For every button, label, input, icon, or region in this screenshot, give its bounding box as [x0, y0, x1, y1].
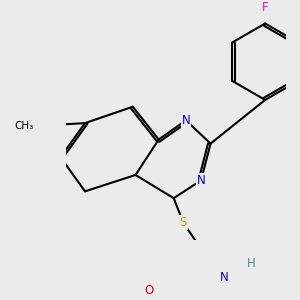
- Text: S: S: [180, 216, 187, 229]
- Text: O: O: [145, 284, 154, 297]
- Text: F: F: [262, 1, 268, 13]
- Text: H: H: [247, 257, 256, 270]
- Text: N: N: [182, 114, 190, 127]
- Text: CH₃: CH₃: [14, 121, 34, 131]
- Text: N: N: [196, 174, 206, 187]
- Text: N: N: [220, 271, 229, 284]
